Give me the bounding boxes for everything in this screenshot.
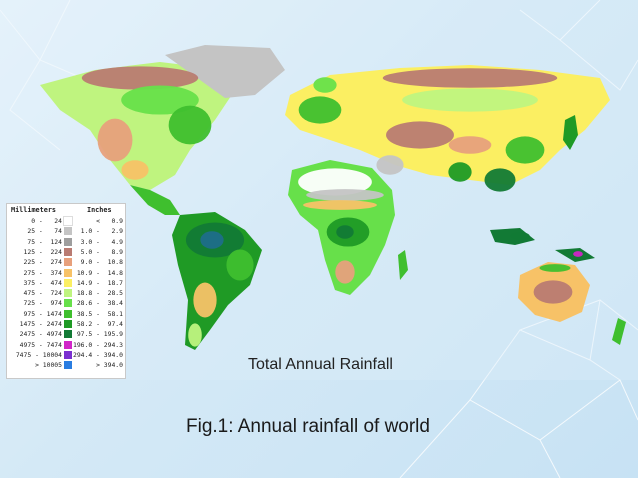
legend-mm-range: 2475 - 4974: [19, 330, 62, 339]
legend-color-swatch: [64, 268, 72, 277]
legend-mm-range: 125 - 224: [23, 247, 62, 256]
legend-color-swatch: [64, 309, 72, 318]
legend-inches-range: 5.0 - 8.9: [80, 247, 123, 256]
legend-row: 25 - 74 1.0 - 2.9: [7, 227, 125, 236]
legend-row: 4975 - 7474 196.0 - 294.3: [7, 340, 125, 349]
legend-row: 725 - 974 28.6 - 38.4: [7, 299, 125, 308]
legend-color-swatch: [64, 278, 72, 287]
legend-color-swatch: [64, 340, 72, 349]
legend-mm-range: > 10005: [35, 361, 62, 370]
legend-inches-range: > 394.0: [96, 361, 123, 370]
zone-argentina-dry: [193, 282, 217, 318]
legend-mm-range: 725 - 974: [23, 299, 62, 308]
legend-row: 225 - 274 9.0 - 10.8: [7, 258, 125, 267]
land-japan: [563, 115, 578, 150]
zone-central-asia-dry: [386, 121, 454, 149]
legend-inches-range: 28.6 - 38.4: [76, 299, 123, 308]
legend-row: 2475 - 4974 97.5 - 195.9: [7, 330, 125, 339]
legend-inches-range: 196.0 - 294.3: [72, 340, 123, 349]
legend-color-swatch: [64, 258, 72, 267]
zone-new-guinea-core: [573, 251, 583, 257]
legend-row: 125 - 224 5.0 - 8.9: [7, 247, 125, 256]
legend-inches-range: 1.0 - 2.9: [80, 227, 123, 236]
zone-us-west-dry: [97, 118, 133, 162]
land-central-america: [130, 185, 180, 215]
legend-color-swatch: [64, 227, 72, 236]
legend-mm-range: 225 - 274: [23, 258, 62, 267]
legend-mm-range: 4975 - 7474: [19, 340, 62, 349]
rainfall-legend: Millimeters Inches 0 - 24 < 0.9 25 - 74 1.0…: [6, 203, 126, 379]
legend-inches-range: 14.9 - 18.7: [76, 278, 123, 287]
legend-row: 7475 - 10004 294.4 - 394.0: [7, 350, 125, 359]
zone-siberia-north: [382, 68, 558, 88]
legend-color-swatch: [64, 299, 72, 308]
zone-congo-core: [336, 225, 354, 239]
legend-row: 475 - 724 18.8 - 28.5: [7, 289, 125, 298]
legend-inches-range: 3.0 - 4.9: [80, 237, 123, 246]
figure-caption: Fig.1: Annual rainfall of world: [186, 416, 430, 437]
legend-inches-range: 97.5 - 195.9: [76, 330, 123, 339]
zone-tibet: [448, 136, 492, 154]
legend-inches-range: 18.8 - 28.5: [76, 289, 123, 298]
legend-color-swatch: [63, 216, 73, 226]
zone-europe: [298, 96, 342, 124]
zone-us-east-wet: [168, 105, 212, 145]
legend-inches-header: Inches: [87, 206, 112, 214]
zone-canada-boreal: [121, 85, 199, 115]
legend-mm-range: 75 - 124: [27, 237, 62, 246]
zone-india: [448, 162, 472, 182]
legend-mm-range: 375 - 474: [23, 278, 62, 287]
zone-kalahari: [335, 260, 355, 284]
land-greenland: [165, 45, 285, 98]
legend-row: 275 - 374 10.9 - 14.8: [7, 268, 125, 277]
zone-sahara: [298, 168, 372, 196]
zone-scandinavia: [313, 77, 337, 93]
legend-millimeters-header: Millimeters: [11, 206, 57, 214]
zone-arabia: [376, 155, 404, 175]
zone-se-asia: [484, 168, 516, 192]
legend-inches-range: 294.4 - 394.0: [72, 350, 123, 359]
legend-color-swatch: [64, 320, 72, 328]
zone-amazon-core: [200, 231, 224, 249]
zone-arctic-canada: [81, 66, 199, 90]
legend-inches-range: 10.9 - 14.8: [76, 268, 123, 277]
legend-color-swatch: [64, 289, 72, 298]
zone-sahel: [303, 200, 377, 210]
legend-row: 1475 - 2474 58.2 - 97.4: [7, 320, 125, 328]
zone-australia-interior: [533, 280, 573, 304]
legend-row: 75 - 124 3.0 - 4.9: [7, 237, 125, 246]
legend-mm-range: 275 - 374: [23, 268, 62, 277]
legend-mm-range: 0 - 24: [31, 217, 62, 225]
legend-row: 0 - 24 < 0.9: [7, 216, 125, 226]
legend-inches-range: < 0.9: [96, 217, 123, 225]
legend-color-swatch: [64, 330, 72, 339]
zone-china-east: [505, 136, 545, 164]
zone-mexico-dry: [121, 160, 149, 180]
legend-row: 375 - 474 14.9 - 18.7: [7, 278, 125, 287]
legend-inches-range: 9.0 - 10.8: [80, 258, 123, 267]
land-new-zealand: [612, 318, 626, 345]
legend-color-swatch: [64, 247, 72, 256]
legend-mm-range: 475 - 724: [23, 289, 62, 298]
zone-brazil-east: [226, 249, 254, 281]
legend-color-swatch: [64, 237, 72, 246]
legend-color-swatch: [64, 350, 72, 359]
legend-mm-range: 7475 - 10004: [15, 350, 62, 359]
legend-color-swatch: [64, 361, 72, 370]
legend-row: 975 - 1474 38.5 - 58.1: [7, 309, 125, 318]
zone-indonesia-core: [510, 232, 530, 240]
zone-sahara-edge: [306, 189, 384, 201]
legend-inches-range: 38.5 - 58.1: [76, 309, 123, 318]
zone-patagonia: [188, 323, 202, 347]
legend-mm-range: 975 - 1474: [23, 309, 62, 318]
map-title: Total Annual Rainfall: [248, 356, 393, 373]
zone-australia-north: [539, 264, 571, 272]
legend-row: > 10005 > 394.0: [7, 361, 125, 370]
legend-mm-range: 25 - 74: [27, 227, 62, 236]
zone-siberia: [402, 88, 538, 112]
land-madagascar: [398, 250, 408, 280]
legend-mm-range: 1475 - 2474: [19, 320, 62, 328]
legend-inches-range: 58.2 - 97.4: [76, 320, 123, 328]
